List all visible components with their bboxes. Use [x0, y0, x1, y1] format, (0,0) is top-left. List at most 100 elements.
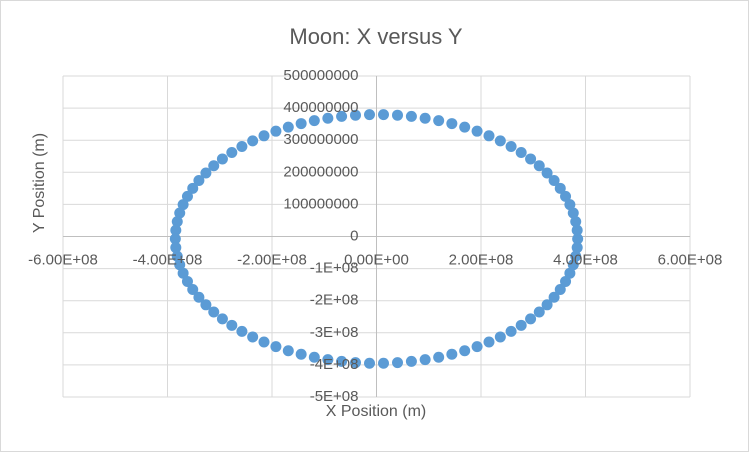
- point: [226, 319, 238, 331]
- point: [216, 313, 228, 325]
- point: [515, 319, 527, 331]
- point: [392, 357, 404, 369]
- point: [572, 233, 584, 245]
- point: [541, 299, 553, 311]
- x-tick-label: 0.00E+00: [344, 251, 409, 268]
- point: [525, 313, 537, 325]
- point: [336, 110, 348, 122]
- point: [483, 130, 495, 142]
- y-tick-label: 400000000: [283, 99, 358, 116]
- point: [193, 291, 205, 303]
- point: [216, 153, 228, 165]
- x-tick-label: 4.00E+08: [553, 251, 618, 268]
- point: [295, 118, 307, 130]
- y-tick-label: -2E+08: [310, 292, 359, 309]
- point: [322, 112, 334, 124]
- y-tick-label: 500000000: [283, 67, 358, 84]
- point: [247, 331, 259, 343]
- point: [446, 348, 458, 360]
- point: [270, 125, 282, 137]
- point: [200, 167, 212, 179]
- point: [169, 233, 181, 245]
- point: [548, 291, 560, 303]
- point: [405, 355, 417, 367]
- point: [363, 357, 375, 369]
- point: [170, 242, 182, 254]
- point: [270, 341, 282, 353]
- x-axis-title: X Position (m): [326, 403, 426, 420]
- point: [419, 112, 431, 124]
- y-tick-label: 100000000: [283, 195, 358, 212]
- points: [169, 109, 584, 369]
- x-tick-label: -6.00E+08: [28, 251, 98, 268]
- point: [308, 115, 320, 127]
- y-tick-label: 0: [350, 227, 358, 244]
- point: [564, 199, 576, 211]
- point: [378, 109, 390, 121]
- point: [533, 160, 545, 172]
- point: [349, 109, 361, 121]
- point: [554, 182, 566, 194]
- point: [483, 336, 495, 348]
- point: [505, 140, 517, 152]
- point: [446, 118, 458, 130]
- point: [433, 115, 445, 127]
- point: [187, 182, 199, 194]
- point: [200, 299, 212, 311]
- x-tick-label: -2.00E+08: [237, 251, 307, 268]
- point: [515, 146, 527, 158]
- point: [505, 325, 517, 337]
- point: [571, 224, 583, 236]
- point: [392, 109, 404, 121]
- point: [174, 259, 186, 271]
- point: [177, 267, 189, 279]
- point: [554, 283, 566, 295]
- point: [170, 224, 182, 236]
- point: [308, 351, 320, 363]
- point: [570, 250, 582, 262]
- point: [525, 153, 537, 165]
- point: [258, 130, 270, 142]
- point: [181, 190, 193, 202]
- point: [177, 199, 189, 211]
- point: [564, 267, 576, 279]
- point: [322, 354, 334, 366]
- point: [282, 345, 294, 357]
- x-tick-label: 2.00E+08: [449, 251, 514, 268]
- point: [208, 160, 220, 172]
- point: [459, 345, 471, 357]
- point: [471, 125, 483, 137]
- point: [181, 275, 193, 287]
- y-tick-label: -4E+08: [310, 356, 359, 373]
- point: [171, 216, 183, 228]
- point: [193, 175, 205, 187]
- point: [560, 190, 572, 202]
- y-axis-title: Y Position (m): [31, 133, 48, 233]
- y-tick-label: -5E+08: [310, 388, 359, 405]
- point: [567, 259, 579, 271]
- point: [282, 121, 294, 133]
- chart-title: Moon: X versus Y: [289, 24, 463, 49]
- point: [494, 331, 506, 343]
- point: [494, 135, 506, 147]
- point: [174, 207, 186, 219]
- point: [236, 140, 248, 152]
- y-tick-label: -1E+08: [310, 260, 359, 277]
- point: [187, 283, 199, 295]
- y-tick-label: -3E+08: [310, 324, 359, 341]
- point: [433, 351, 445, 363]
- point: [459, 121, 471, 133]
- point: [378, 357, 390, 369]
- point: [541, 167, 553, 179]
- point: [533, 306, 545, 318]
- y-tick-label: 200000000: [283, 163, 358, 180]
- point: [570, 216, 582, 228]
- point: [349, 357, 361, 369]
- point: [226, 146, 238, 158]
- point: [247, 135, 259, 147]
- point: [471, 341, 483, 353]
- labels: -5E+08 -4E+08 -3E+08 -2E+08 -1E+08 0 100000000…: [28, 67, 722, 405]
